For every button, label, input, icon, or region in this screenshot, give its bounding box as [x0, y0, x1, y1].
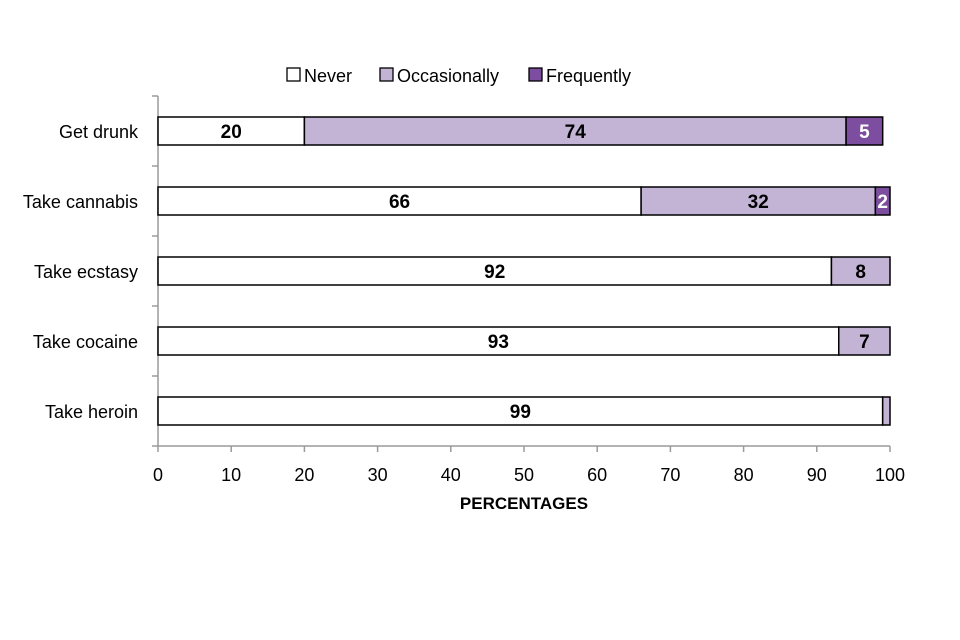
legend: Never Occasionally Frequently	[286, 66, 631, 86]
data-label: 20	[221, 122, 242, 143]
x-tick-label: 20	[294, 465, 314, 485]
bar-segment-never	[157, 186, 642, 216]
x-tick-label: 90	[807, 465, 827, 485]
bar-segment-never	[157, 116, 306, 146]
bar-segment-never	[157, 256, 833, 286]
data-label: 66	[389, 192, 410, 213]
legend-label: Never	[304, 66, 352, 86]
data-label: 93	[488, 332, 509, 353]
x-tick-labels: 0 10 20 30 40 50 60 70 80 90 100	[153, 465, 905, 485]
data-label: 7	[859, 332, 870, 353]
x-tick-label: 80	[734, 465, 754, 485]
category-labels: Get drunk Take cannabis Take ecstasy Take c…	[23, 122, 139, 422]
data-label: 32	[748, 192, 769, 213]
x-tick-label: 10	[221, 465, 241, 485]
data-label: 92	[484, 262, 505, 283]
legend-swatch	[379, 67, 394, 82]
x-tick-label: 0	[153, 465, 163, 485]
bar-segment-occasionally	[881, 396, 891, 426]
bar-segment-occasionally	[640, 186, 877, 216]
x-tick-label: 100	[875, 465, 905, 485]
bar-segment-frequently	[874, 186, 891, 216]
x-tick-label: 40	[441, 465, 461, 485]
data-label: 8	[855, 262, 866, 283]
x-tick-label: 30	[368, 465, 388, 485]
bar-segment-occasionally	[838, 326, 891, 356]
legend-label: Occasionally	[397, 66, 499, 86]
legend-swatch	[528, 67, 543, 82]
data-label: 99	[510, 402, 531, 423]
category-label: Take ecstasy	[34, 262, 138, 282]
bar-segment-frequently	[845, 116, 884, 146]
x-tick-label: 50	[514, 465, 534, 485]
x-tick-label: 70	[660, 465, 680, 485]
x-tick-label: 60	[587, 465, 607, 485]
category-label: Take heroin	[45, 402, 138, 422]
legend-label: Frequently	[546, 66, 631, 86]
x-axis-title: PERCENTAGES	[460, 494, 588, 513]
bar-segment-never	[157, 396, 884, 426]
category-label: Take cocaine	[33, 332, 138, 352]
legend-swatch	[286, 67, 301, 82]
category-label: Get drunk	[59, 122, 139, 142]
bar-segment-never	[157, 326, 840, 356]
bars: 20 74 5 66 32 2 92 8 93 7 99	[157, 116, 891, 426]
data-label: 5	[859, 122, 870, 143]
category-label: Take cannabis	[23, 192, 138, 212]
bar-segment-occasionally	[830, 256, 891, 286]
data-label: 2	[877, 192, 888, 213]
bar-segment-occasionally	[303, 116, 847, 146]
data-label: 74	[565, 122, 587, 143]
